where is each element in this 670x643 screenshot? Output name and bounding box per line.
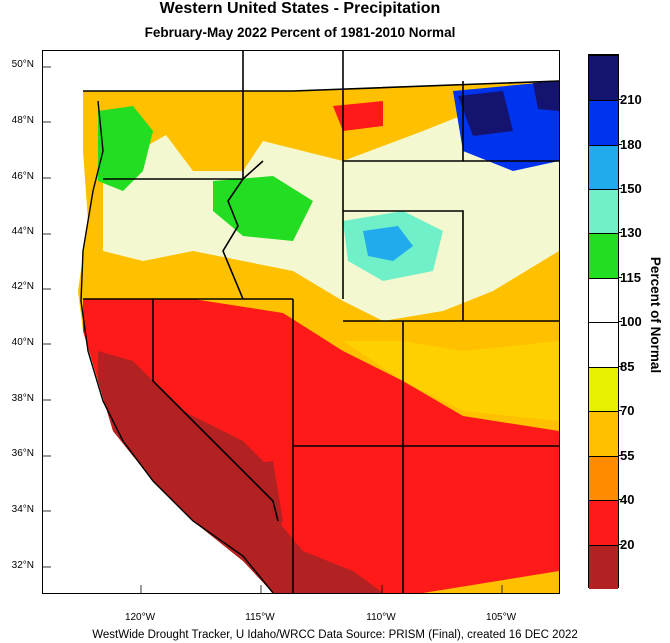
colorbar-label: 210 (618, 92, 642, 107)
colorbar (588, 54, 619, 589)
region-colorado-plateau (343, 341, 559, 421)
region-wyoming-blue (363, 226, 413, 261)
colorbar-segment (589, 278, 618, 322)
lat-label: 34°N (11, 504, 34, 515)
lat-label: 46°N (11, 171, 34, 182)
colorbar-label: 55 (617, 448, 635, 463)
coastline (80, 100, 274, 593)
colorbar-segment (589, 411, 618, 456)
lat-label: 36°N (11, 448, 34, 459)
lon-label: 120°W (124, 612, 156, 623)
colorbar-segment (589, 100, 618, 145)
lon-label: 110°W (366, 612, 396, 623)
lon-label: 105°W (485, 612, 517, 623)
colorbar-label: 40 (617, 492, 635, 507)
region-southwest-2 (193, 461, 283, 551)
region-washington-west (98, 106, 153, 191)
colorbar-title: Percent of Normal (648, 256, 663, 374)
lat-label: 42°N (11, 281, 34, 292)
colorbar-label: 180 (618, 137, 642, 152)
lat-label: 38°N (11, 393, 34, 404)
lon-label: 115°W (245, 612, 275, 623)
lat-label: 32°N (11, 560, 34, 571)
colorbar-label: 130 (618, 225, 642, 240)
lat-label: 48°N (11, 115, 34, 126)
colorbar-label: 20 (617, 537, 635, 552)
colorbar-label: 150 (618, 181, 642, 196)
colorbar-label: 70 (617, 403, 635, 418)
graticule (43, 66, 503, 593)
colorbar-label: 100 (618, 314, 642, 329)
colorbar-segment (589, 145, 618, 189)
map-subtitle: February-May 2022 Percent of 1981-2010 N… (144, 25, 456, 40)
precipitation-map (42, 50, 560, 594)
region-montana-red (333, 101, 383, 131)
region-montana-navy-2 (533, 81, 559, 111)
colorbar-label: 115 (618, 270, 641, 285)
colorbar-segment (589, 545, 618, 589)
colorbar-segment (589, 55, 618, 100)
colorbar-segment (589, 322, 618, 367)
map-title: Western United States - Precipitation (159, 0, 441, 17)
region-oregon-orange (163, 121, 263, 171)
colorbar-segment (589, 367, 618, 411)
state-boundaries (83, 51, 559, 593)
colorbar-segment (589, 456, 618, 500)
lat-label: 44°N (11, 226, 34, 237)
lat-label: 50°N (11, 59, 34, 70)
colorbar-segment (589, 233, 618, 278)
map-svg (43, 51, 559, 593)
colorbar-label: 85 (617, 359, 635, 374)
region-montana-navy (458, 91, 513, 136)
footer-credit: WestWide Drought Tracker, U Idaho/WRCC D… (92, 629, 578, 641)
colorbar-segment (589, 189, 618, 233)
lat-label: 40°N (11, 337, 34, 348)
colorbar-segment (589, 500, 618, 545)
